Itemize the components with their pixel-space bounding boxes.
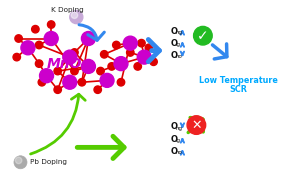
Circle shape	[71, 12, 78, 19]
Circle shape	[150, 58, 157, 66]
Circle shape	[108, 63, 115, 70]
Text: O: O	[170, 147, 177, 156]
Circle shape	[187, 116, 206, 134]
Circle shape	[14, 156, 27, 169]
Circle shape	[13, 53, 21, 61]
Circle shape	[21, 41, 35, 55]
Text: O: O	[170, 27, 177, 36]
Text: O: O	[170, 39, 177, 48]
Text: lg: lg	[175, 138, 180, 143]
Circle shape	[54, 67, 62, 75]
Circle shape	[101, 51, 108, 58]
Circle shape	[97, 67, 104, 75]
Circle shape	[126, 49, 134, 56]
Circle shape	[38, 78, 46, 86]
Circle shape	[44, 32, 58, 46]
Circle shape	[81, 32, 95, 46]
Text: no: no	[175, 150, 182, 155]
Text: Pb Doping: Pb Doping	[30, 159, 67, 165]
Circle shape	[145, 44, 153, 52]
Circle shape	[71, 67, 78, 75]
Circle shape	[81, 59, 95, 73]
Circle shape	[54, 86, 62, 93]
Circle shape	[94, 86, 101, 93]
FancyArrowPatch shape	[31, 94, 85, 154]
Circle shape	[114, 57, 128, 71]
FancyArrowPatch shape	[77, 136, 124, 159]
Circle shape	[78, 78, 86, 86]
Circle shape	[137, 50, 151, 64]
Text: no: no	[175, 54, 182, 59]
FancyArrowPatch shape	[188, 118, 203, 132]
Circle shape	[138, 40, 145, 47]
Circle shape	[134, 63, 141, 70]
Text: O: O	[170, 51, 177, 60]
Circle shape	[15, 157, 22, 164]
Circle shape	[117, 78, 125, 86]
Circle shape	[194, 26, 212, 45]
Circle shape	[113, 41, 120, 49]
Circle shape	[15, 35, 22, 42]
Text: O: O	[170, 122, 177, 131]
Circle shape	[35, 60, 43, 67]
Circle shape	[35, 41, 43, 49]
Text: MnO₂: MnO₂	[46, 57, 88, 71]
Text: ng: ng	[175, 126, 182, 131]
Circle shape	[123, 36, 137, 50]
FancyArrowPatch shape	[148, 40, 159, 62]
Text: K Doping: K Doping	[51, 7, 83, 13]
Text: lg: lg	[175, 42, 180, 47]
Text: ✕: ✕	[191, 119, 202, 132]
Circle shape	[100, 73, 114, 87]
FancyArrowPatch shape	[212, 44, 227, 59]
Circle shape	[47, 21, 55, 28]
Text: ng: ng	[175, 30, 182, 35]
Text: Low Temperature: Low Temperature	[199, 76, 278, 85]
Circle shape	[63, 75, 77, 89]
Text: SCR: SCR	[229, 85, 247, 94]
Circle shape	[70, 11, 83, 24]
Circle shape	[40, 69, 53, 83]
Circle shape	[63, 50, 77, 64]
Circle shape	[32, 26, 39, 33]
Circle shape	[71, 49, 78, 56]
Text: O: O	[170, 135, 177, 143]
FancyArrowPatch shape	[79, 25, 104, 40]
Text: ✓: ✓	[197, 29, 209, 43]
